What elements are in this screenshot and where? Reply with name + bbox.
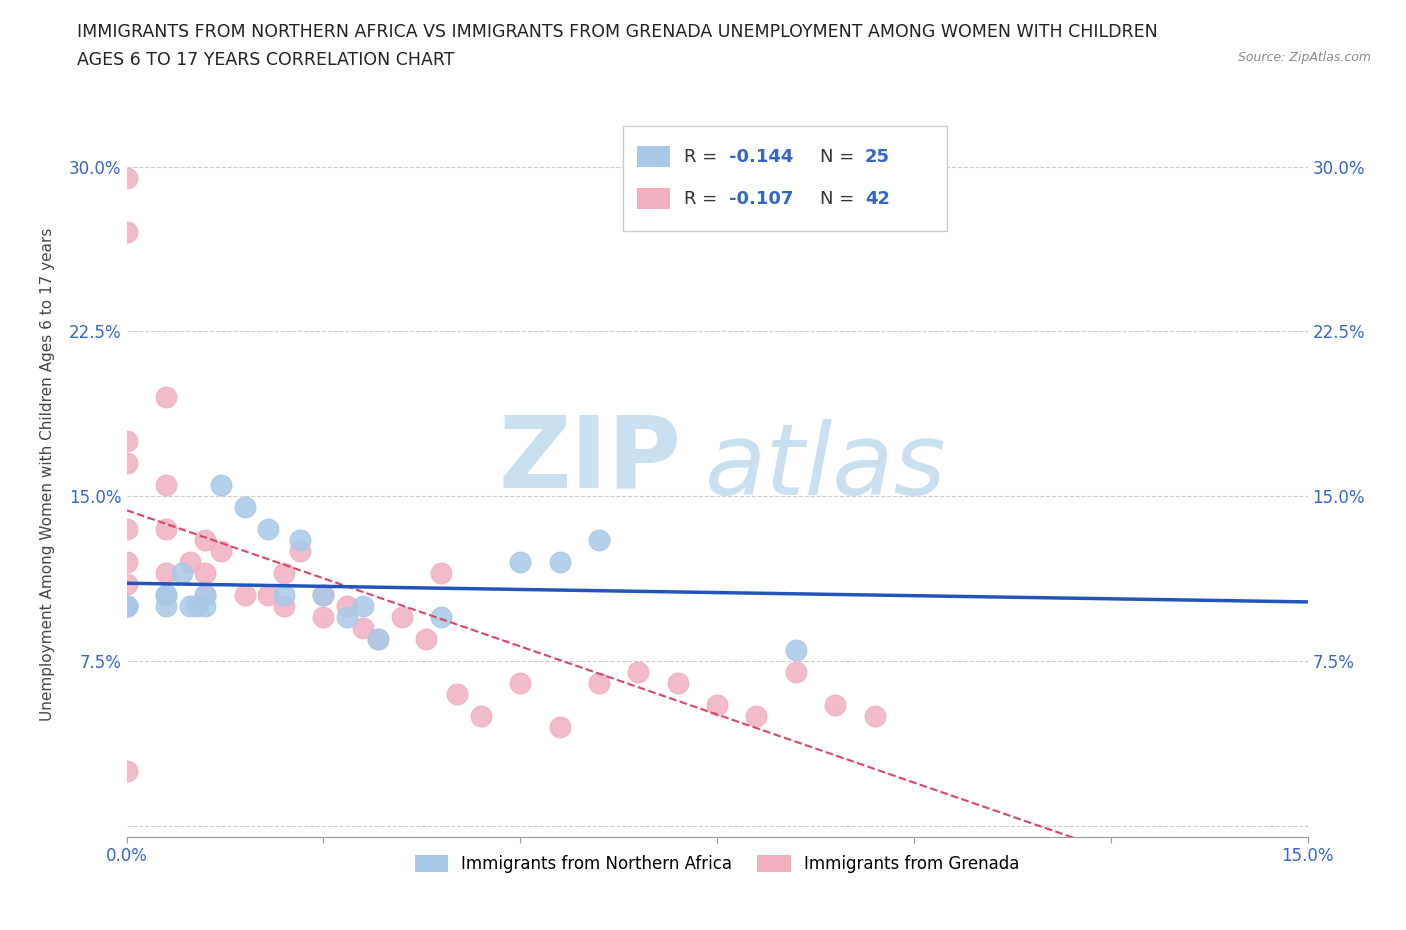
Legend: Immigrants from Northern Africa, Immigrants from Grenada: Immigrants from Northern Africa, Immigra… [408,848,1026,880]
Point [115,225,138,240]
Point [115,577,138,591]
Point [627,665,650,680]
Point [391,610,413,625]
Point [257,588,280,603]
Point [115,599,138,614]
Point [115,599,138,614]
Point [170,565,193,580]
Point [115,434,138,449]
Point [336,610,359,625]
Text: ZIP: ZIP [499,411,682,509]
Point [824,698,846,712]
Point [336,599,359,614]
Text: R =: R = [683,190,723,207]
Point [352,620,374,635]
Text: atlas: atlas [706,418,946,515]
Point [785,665,807,680]
Point [588,676,610,691]
Text: -0.107: -0.107 [728,190,793,207]
Y-axis label: Unemployment Among Women with Children Ages 6 to 17 years: Unemployment Among Women with Children A… [41,228,55,721]
Point [430,610,453,625]
Bar [637,189,669,209]
Text: IMMIGRANTS FROM NORTHERN AFRICA VS IMMIGRANTS FROM GRENADA UNEMPLOYMENT AMONG WO: IMMIGRANTS FROM NORTHERN AFRICA VS IMMIG… [77,23,1159,41]
Text: AGES 6 TO 17 YEARS CORRELATION CHART: AGES 6 TO 17 YEARS CORRELATION CHART [77,51,454,69]
Text: R =: R = [683,148,723,166]
Point [745,709,768,724]
Point [194,588,217,603]
Point [233,499,256,514]
Text: 25: 25 [865,148,890,166]
Bar [637,146,669,166]
Point [155,599,177,614]
Point [312,588,335,603]
Point [548,720,571,735]
Point [155,390,177,405]
Point [194,533,217,548]
Point [155,565,177,580]
Point [415,631,437,646]
Point [115,456,138,471]
Point [115,764,138,778]
Point [785,643,807,658]
Point [446,686,468,701]
Point [194,599,217,614]
Point [233,588,256,603]
Point [588,533,610,548]
FancyBboxPatch shape [623,126,948,232]
Point [470,709,492,724]
Point [367,631,389,646]
Point [273,599,295,614]
Point [115,170,138,185]
Point [209,544,232,559]
Text: Source: ZipAtlas.com: Source: ZipAtlas.com [1237,51,1371,64]
Point [115,522,138,537]
Point [257,522,280,537]
Text: N =: N = [820,190,860,207]
Point [312,588,335,603]
Text: N =: N = [820,148,860,166]
Point [863,709,886,724]
Point [548,555,571,570]
Point [509,676,531,691]
Point [186,599,208,614]
Text: -0.144: -0.144 [728,148,793,166]
Point [367,631,389,646]
Point [179,555,201,570]
Point [273,565,295,580]
Point [194,588,217,603]
Point [273,588,295,603]
Point [666,676,689,691]
Point [352,599,374,614]
Point [155,588,177,603]
Point [312,610,335,625]
Point [155,478,177,493]
Point [194,565,217,580]
Point [179,599,201,614]
Text: 42: 42 [865,190,890,207]
Point [288,533,311,548]
Point [115,555,138,570]
Point [209,478,232,493]
Point [509,555,531,570]
Point [155,522,177,537]
Point [430,565,453,580]
Point [155,588,177,603]
Point [706,698,728,712]
Point [115,599,138,614]
Point [288,544,311,559]
